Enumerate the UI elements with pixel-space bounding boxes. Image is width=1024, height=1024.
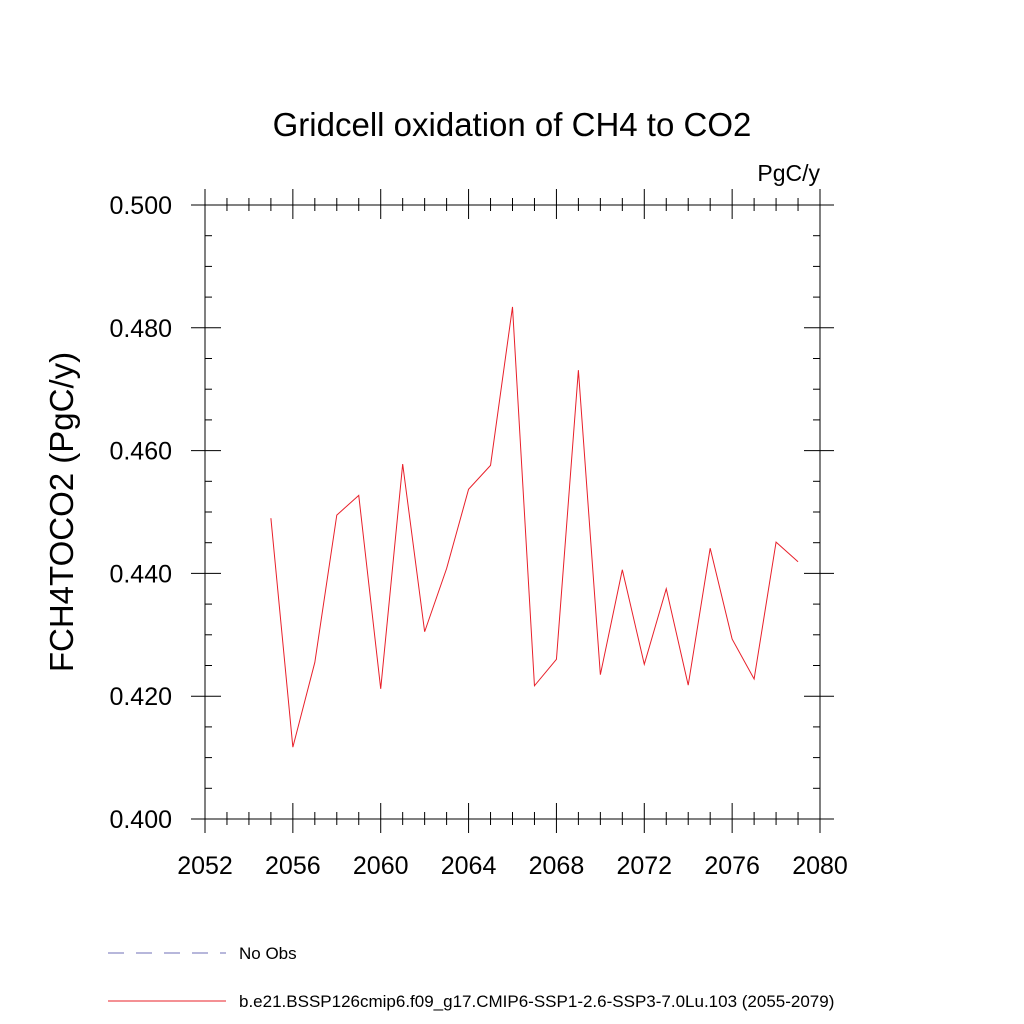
x-tick-label: 2080: [792, 852, 848, 880]
y-axis-label: FCH4TOCO2 (PgC/y): [43, 352, 80, 672]
legend-item-model-run: b.e21.BSSP126cmip6.f09_g17.CMIP6-SSP1-2.…: [108, 992, 834, 1011]
x-tick-label: 2052: [177, 852, 233, 880]
series-line: [270, 306, 799, 748]
x-tick-label: 2064: [441, 852, 497, 880]
units-label: PgC/y: [757, 160, 820, 186]
y-axis: 0.400 0.420 0.440 0.460 0.480 0.500: [109, 192, 834, 834]
y-tick-label: 0.460: [109, 438, 172, 466]
y-tick-label: 0.400: [109, 806, 172, 834]
plot-area: 2052 2056 2060 2064 2068 2072 2076 2080 0.4000.…: [109, 189, 848, 880]
y-tick-label: 0.480: [109, 315, 172, 343]
x-tick-label: 2072: [616, 852, 672, 880]
y-tick-label: 0.500: [109, 192, 172, 220]
y-tick-label: 0.420: [109, 683, 172, 711]
legend-item-no-obs: No Obs: [108, 944, 297, 963]
x-tick-label: 2056: [265, 852, 321, 880]
legend: No Obs b.e21.BSSP126cmip6.f09_g17.CMIP6-…: [108, 944, 834, 1011]
x-tick-label: 2076: [704, 852, 760, 880]
plot-frame: [204, 204, 821, 820]
legend-label-no-obs: No Obs: [239, 944, 297, 963]
series-layer: [270, 306, 799, 748]
legend-label-model-run: b.e21.BSSP126cmip6.f09_g17.CMIP6-SSP1-2.…: [239, 992, 834, 1011]
x-tick-label: 2068: [529, 852, 585, 880]
chart-title: Gridcell oxidation of CH4 to CO2: [273, 106, 752, 143]
y-tick-label: 0.440: [109, 560, 172, 588]
x-tick-label: 2060: [353, 852, 409, 880]
x-axis: 2052 2056 2060 2064 2068 2072 2076 2080: [177, 189, 848, 880]
